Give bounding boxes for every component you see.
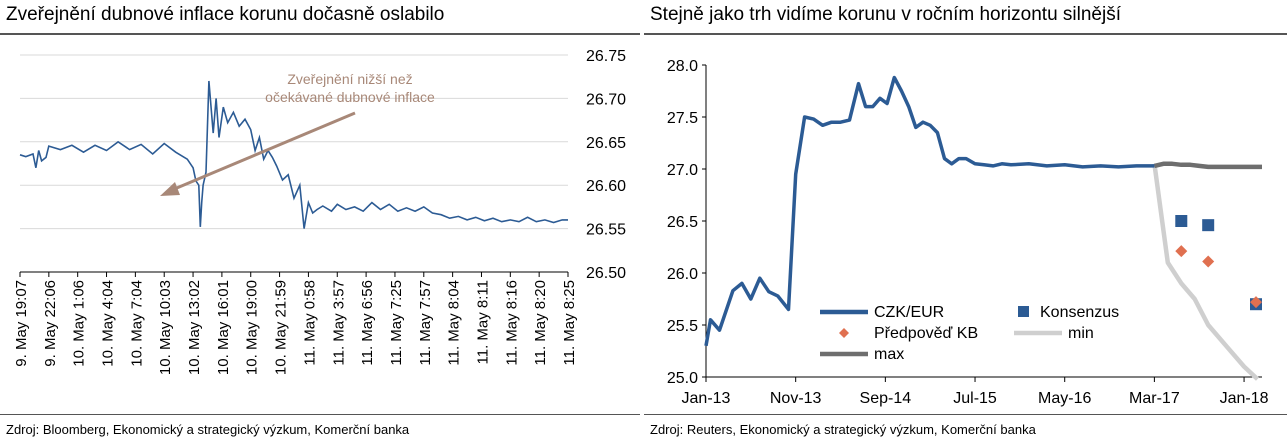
right-chart-title: Stejně jako trh vidíme korunu v ročním h… xyxy=(650,4,1121,25)
x-tick-label: 11. May 8:16 xyxy=(503,280,520,366)
left-title-divider xyxy=(0,33,640,35)
legend-item: max xyxy=(820,346,904,363)
x-tick-label: 10. May 21:59 xyxy=(273,280,290,375)
x-tick-label: May-16 xyxy=(1038,390,1091,407)
annotation-arrow-shaft xyxy=(171,111,356,192)
left-chart: 26.75 26.70 26.65 26.60 26.55 26.50 9. May 19:… xyxy=(13,48,626,375)
right-title-divider xyxy=(644,33,1287,35)
legend-item: Předpověď KB xyxy=(839,325,978,342)
y-tick-label: 26.0 xyxy=(667,266,698,283)
x-tick-label: 9. May 22:06 xyxy=(42,280,59,367)
annotation-text: Zveřejnění nižší než xyxy=(287,71,412,87)
legend-square-swatch xyxy=(1018,306,1029,317)
x-tick-label: 10. May 16:01 xyxy=(215,280,232,375)
y-tick-label: 26.5 xyxy=(667,214,698,231)
kb-forecast-marker xyxy=(1202,255,1215,268)
left-chart-panel: Zveřejnění dubnové inflace korunu dočasn… xyxy=(0,0,640,447)
right-source-note: Zdroj: Reuters, Ekonomický a strategický… xyxy=(650,422,1036,437)
x-tick-label: 10. May 7:04 xyxy=(128,280,145,367)
y-tick-label: 26.65 xyxy=(586,135,626,152)
x-tick-label: Jan-13 xyxy=(682,390,731,407)
x-tick-label: 10. May 19:00 xyxy=(244,280,261,375)
konsenzus-marker xyxy=(1175,215,1188,227)
right-footer-divider xyxy=(644,414,1287,415)
y-tick-label: 26.70 xyxy=(586,91,626,108)
czk-eur-line xyxy=(704,75,1155,347)
x-tick-label: 11. May 6:56 xyxy=(359,280,376,366)
legend-item: Konsenzus xyxy=(1018,304,1119,321)
y-tick-label: 26.50 xyxy=(586,265,626,282)
kb-forecast-marker xyxy=(1250,296,1262,309)
right-chart-panel: Stejně jako trh vidíme korunu v ročním h… xyxy=(644,0,1287,447)
max-line xyxy=(1153,161,1262,170)
x-tick-label: Mar-17 xyxy=(1129,390,1180,407)
legend-label: Konsenzus xyxy=(1040,304,1119,321)
annotation-text: očekávané dubnové inflace xyxy=(265,89,435,105)
konsenzus-marker xyxy=(1202,219,1215,232)
right-chart: 28.0 27.5 27.0 26.5 26.0 25.5 25.0 Jan-13 Nov-13… xyxy=(667,58,1269,407)
y-tick-label: 27.0 xyxy=(667,162,698,179)
x-tick-label: Nov-13 xyxy=(770,390,822,407)
legend-item: CZK/EUR xyxy=(820,304,944,321)
legend-diamond-swatch xyxy=(839,328,849,338)
x-tick-label: Jul-15 xyxy=(953,390,997,407)
left-footer-divider xyxy=(0,414,640,415)
left-chart-title: Zveřejnění dubnové inflace korunu dočasn… xyxy=(6,4,445,25)
x-tick-label: 11. May 8:04 xyxy=(446,280,463,366)
x-tick-label: 11. May 8:11 xyxy=(474,280,491,365)
kb-forecast-marker xyxy=(1175,245,1188,258)
y-tick-label: 25.0 xyxy=(667,370,698,387)
min-line xyxy=(1152,163,1260,381)
legend-label: Předpověď KB xyxy=(874,325,978,342)
x-tick-label: Sep-14 xyxy=(860,390,912,407)
y-tick-label: 27.5 xyxy=(667,110,698,127)
y-tick-label: 28.0 xyxy=(667,58,698,75)
y-tick-label: 26.55 xyxy=(586,222,626,239)
x-tick-label: 11. May 7:25 xyxy=(388,280,405,366)
x-tick-label: 11. May 3:57 xyxy=(330,280,347,366)
x-tick-label: 11. May 8:20 xyxy=(532,280,549,366)
left-source-note: Zdroj: Bloomberg, Ekonomický a strategic… xyxy=(6,422,410,437)
legend-label: CZK/EUR xyxy=(874,304,944,321)
legend-label: min xyxy=(1068,325,1094,342)
x-tick-label: 10. May 1:06 xyxy=(71,280,88,367)
y-tick-label: 25.5 xyxy=(667,318,698,335)
x-tick-label: 10. May 4:04 xyxy=(100,280,117,367)
x-tick-label: 10. May 10:03 xyxy=(157,280,174,375)
legend-label: max xyxy=(874,346,904,363)
annotation-arrowhead xyxy=(160,182,180,196)
x-tick-label: 11. May 7:57 xyxy=(417,280,434,366)
y-tick-label: 26.60 xyxy=(586,178,626,195)
x-tick-label: Jan-18 xyxy=(1220,390,1269,407)
x-tick-label: 9. May 19:07 xyxy=(13,280,30,367)
x-tick-label: 11. May 0:58 xyxy=(301,280,318,366)
legend-item: min xyxy=(1014,325,1094,342)
y-tick-label: 26.75 xyxy=(586,48,626,65)
x-tick-label: 10. May 13:02 xyxy=(186,280,203,375)
x-tick-label: 11. May 8:25 xyxy=(561,280,578,366)
